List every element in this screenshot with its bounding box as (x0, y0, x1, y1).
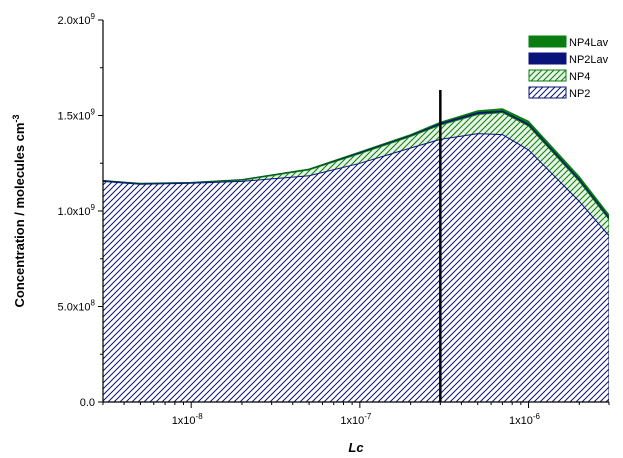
y-tick-label-exponent: 8 (91, 299, 96, 308)
y-axis-title-main: Concentration / molecules cm (12, 123, 27, 308)
y-tick-label-base: 0.0 (80, 397, 95, 409)
y-tick-label-base: 2.0x10 (58, 15, 91, 27)
x-tick-label-exponent: -8 (196, 412, 204, 421)
y-tick-label-exponent: 9 (91, 12, 96, 21)
x-tick-label-base: 1x10 (172, 415, 196, 427)
series-layer (103, 108, 609, 402)
y-tick-label: 1.0x109 (58, 203, 96, 218)
legend-label: NP2Lav (569, 54, 609, 66)
x-axis-title: Lc (348, 440, 364, 455)
y-tick-label-exponent: 9 (91, 108, 96, 117)
legend-swatch (528, 86, 567, 99)
y-tick-label-base: 1.5x10 (58, 111, 91, 123)
x-tick-label-base: 1x10 (340, 415, 364, 427)
x-tick-label-exponent: -6 (533, 412, 541, 421)
x-tick-label: 1x10-8 (172, 412, 204, 427)
y-tick-label: 2.0x109 (58, 12, 96, 27)
legend: NP4Lav NP2Lav NP4 NP2 (528, 35, 609, 100)
legend-label: NP2 (569, 88, 590, 100)
legend-label: NP4Lav (569, 37, 609, 49)
y-tick-label: 5.0x108 (58, 299, 96, 314)
y-axis-title: Concentration / molecules cm-3 (11, 115, 27, 308)
y-tick-label-base: 5.0x10 (58, 302, 91, 314)
y-tick-label: 0.0 (80, 397, 95, 409)
x-tick-label-exponent: -7 (364, 412, 372, 421)
y-tick-label: 1.5x109 (58, 108, 96, 123)
legend-swatch (528, 52, 567, 65)
y-tick-label-exponent: 9 (91, 203, 96, 212)
y-axis-title-superscript: -3 (11, 115, 21, 123)
x-tick-label: 1x10-6 (509, 412, 541, 427)
area-np2 (103, 133, 609, 402)
legend-label: NP4 (569, 71, 590, 83)
x-tick-label: 1x10-7 (340, 412, 372, 427)
y-tick-label-base: 1.0x10 (58, 206, 91, 218)
legend-swatch (528, 69, 567, 82)
legend-swatch (528, 35, 567, 48)
x-tick-label-base: 1x10 (509, 415, 533, 427)
